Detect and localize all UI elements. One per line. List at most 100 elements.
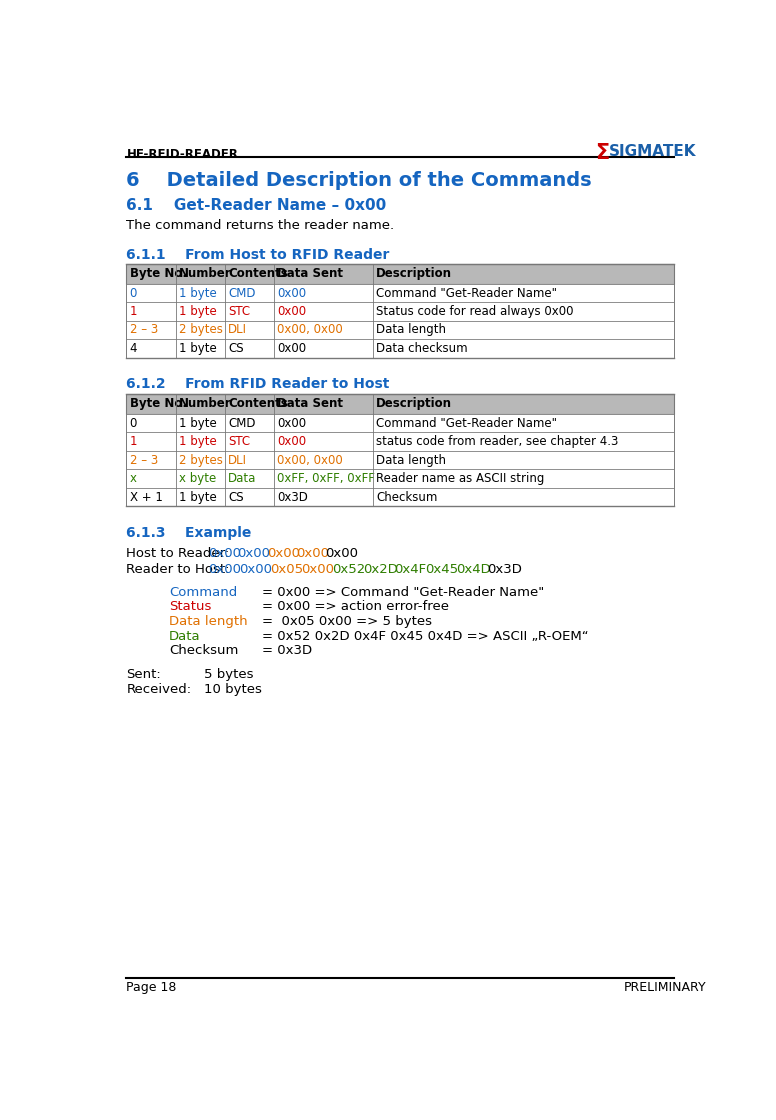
Text: 0x00: 0x00 [208, 547, 241, 560]
Bar [126, 263, 674, 283]
Text: status code from reader, see chapter 4.3: status code from reader, see chapter 4.3 [376, 436, 618, 448]
Text: 0x00: 0x00 [301, 562, 334, 576]
Text: CS: CS [228, 342, 244, 355]
Text: Reader to Host:: Reader to Host: [126, 562, 234, 576]
Text: 0x00: 0x00 [278, 305, 307, 318]
Text: Page 18: Page 18 [126, 981, 177, 995]
Text: x byte: x byte [178, 473, 216, 485]
Text: Status: Status [169, 600, 211, 614]
Text: Contents: Contents [228, 268, 288, 280]
Text: 2 bytes: 2 bytes [178, 454, 223, 467]
Text: Byte No.: Byte No. [130, 398, 186, 410]
Text: 1 byte: 1 byte [178, 287, 217, 299]
Text: 0x4F: 0x4F [394, 562, 426, 576]
Text: PRELIMINARY: PRELIMINARY [624, 981, 707, 995]
Text: Number: Number [178, 398, 231, 410]
Text: 0x3D: 0x3D [278, 491, 308, 504]
Text: CMD: CMD [228, 287, 255, 299]
Text: STC: STC [228, 305, 251, 318]
Text: Data checksum: Data checksum [376, 342, 468, 355]
Text: Contents: Contents [228, 398, 288, 410]
Bar [126, 432, 674, 451]
Text: 1 byte: 1 byte [178, 342, 217, 355]
Text: 0x00: 0x00 [237, 547, 270, 560]
Text: Description: Description [376, 268, 452, 280]
Text: 0x00, 0x00: 0x00, 0x00 [278, 324, 343, 336]
Text: 0x00: 0x00 [326, 547, 359, 560]
Text: 1 byte: 1 byte [178, 305, 217, 318]
Text: CMD: CMD [228, 417, 255, 430]
Text: Command: Command [169, 586, 237, 598]
Text: 0x00: 0x00 [267, 547, 300, 560]
Text: Σ: Σ [595, 143, 610, 162]
Text: Data length: Data length [376, 324, 446, 336]
Text: 0x00: 0x00 [278, 287, 307, 299]
Text: = 0x52 0x2D 0x4F 0x45 0x4D => ASCII „R-OEM“: = 0x52 0x2D 0x4F 0x45 0x4D => ASCII „R-O… [262, 629, 589, 643]
Bar [126, 320, 674, 339]
Text: 0xFF, 0xFF, 0xFF: 0xFF, 0xFF, 0xFF [278, 473, 376, 485]
Text: Sent:: Sent: [126, 668, 161, 681]
Text: SIGMATEK: SIGMATEK [608, 143, 696, 159]
Bar [126, 488, 674, 506]
Text: Data: Data [228, 473, 257, 485]
Text: 0x00: 0x00 [278, 342, 307, 355]
Text: Data Sent: Data Sent [278, 398, 344, 410]
Bar [126, 339, 674, 357]
Text: 6.1    Get-Reader Name – 0x00: 6.1 Get-Reader Name – 0x00 [126, 197, 386, 213]
Text: 0x00: 0x00 [296, 547, 329, 560]
Text: =  0x05 0x00 => 5 bytes: = 0x05 0x00 => 5 bytes [262, 615, 432, 628]
Text: 6.1.3    Example: 6.1.3 Example [126, 525, 252, 540]
Text: Received:: Received: [126, 682, 192, 696]
Text: 1: 1 [130, 436, 137, 448]
Text: 0x4D: 0x4D [456, 562, 490, 576]
Bar [126, 394, 674, 414]
Text: 0x3D: 0x3D [487, 562, 521, 576]
Text: Checksum: Checksum [169, 644, 238, 657]
Text: 2 – 3: 2 – 3 [130, 324, 158, 336]
Text: 4: 4 [130, 342, 137, 355]
Text: 6.1.2    From RFID Reader to Host: 6.1.2 From RFID Reader to Host [126, 377, 390, 391]
Text: HF-RFID-READER: HF-RFID-READER [126, 148, 238, 161]
Text: 0x52: 0x52 [332, 562, 365, 576]
Text: 5 bytes: 5 bytes [204, 668, 254, 681]
Text: DLI: DLI [228, 324, 248, 336]
Text: 0x45: 0x45 [424, 562, 458, 576]
Text: Command "Get-Reader Name": Command "Get-Reader Name" [376, 417, 557, 430]
Text: 1 byte: 1 byte [178, 436, 217, 448]
Text: = 0x00 => action error-free: = 0x00 => action error-free [262, 600, 449, 614]
Text: = 0x00 => Command "Get-Reader Name": = 0x00 => Command "Get-Reader Name" [262, 586, 544, 598]
Text: Status code for read always 0x00: Status code for read always 0x00 [376, 305, 573, 318]
Text: 6.1.1    From Host to RFID Reader: 6.1.1 From Host to RFID Reader [126, 249, 390, 262]
Text: CS: CS [228, 491, 244, 504]
Text: 0x00, 0x00: 0x00, 0x00 [278, 454, 343, 467]
Text: 1 byte: 1 byte [178, 417, 217, 430]
Text: Byte No.: Byte No. [130, 268, 186, 280]
Text: X + 1: X + 1 [130, 491, 162, 504]
Text: 0: 0 [130, 287, 137, 299]
Text: 1 byte: 1 byte [178, 491, 217, 504]
Text: Data length: Data length [376, 454, 446, 467]
Bar [126, 302, 674, 320]
Text: 0: 0 [130, 417, 137, 430]
Text: 0x00: 0x00 [208, 562, 241, 576]
Text: STC: STC [228, 436, 251, 448]
Text: Command "Get-Reader Name": Command "Get-Reader Name" [376, 287, 557, 299]
Text: 2 bytes: 2 bytes [178, 324, 223, 336]
Text: 0x00: 0x00 [278, 417, 307, 430]
Text: The command returns the reader name.: The command returns the reader name. [126, 220, 394, 232]
Text: = 0x3D: = 0x3D [262, 644, 312, 657]
Text: 0x05: 0x05 [270, 562, 303, 576]
Text: x: x [130, 473, 137, 485]
Text: Description: Description [376, 398, 452, 410]
Bar [126, 451, 674, 469]
Text: Checksum: Checksum [376, 491, 438, 504]
Text: Data length: Data length [169, 615, 248, 628]
Text: Host to Reader:: Host to Reader: [126, 547, 234, 560]
Text: DLI: DLI [228, 454, 248, 467]
Text: 0x2D: 0x2D [363, 562, 397, 576]
Bar [126, 469, 674, 488]
Text: 0x00: 0x00 [239, 562, 272, 576]
Text: 10 bytes: 10 bytes [204, 682, 262, 696]
Text: Reader name as ASCII string: Reader name as ASCII string [376, 473, 545, 485]
Text: 6    Detailed Description of the Commands: 6 Detailed Description of the Commands [126, 171, 592, 190]
